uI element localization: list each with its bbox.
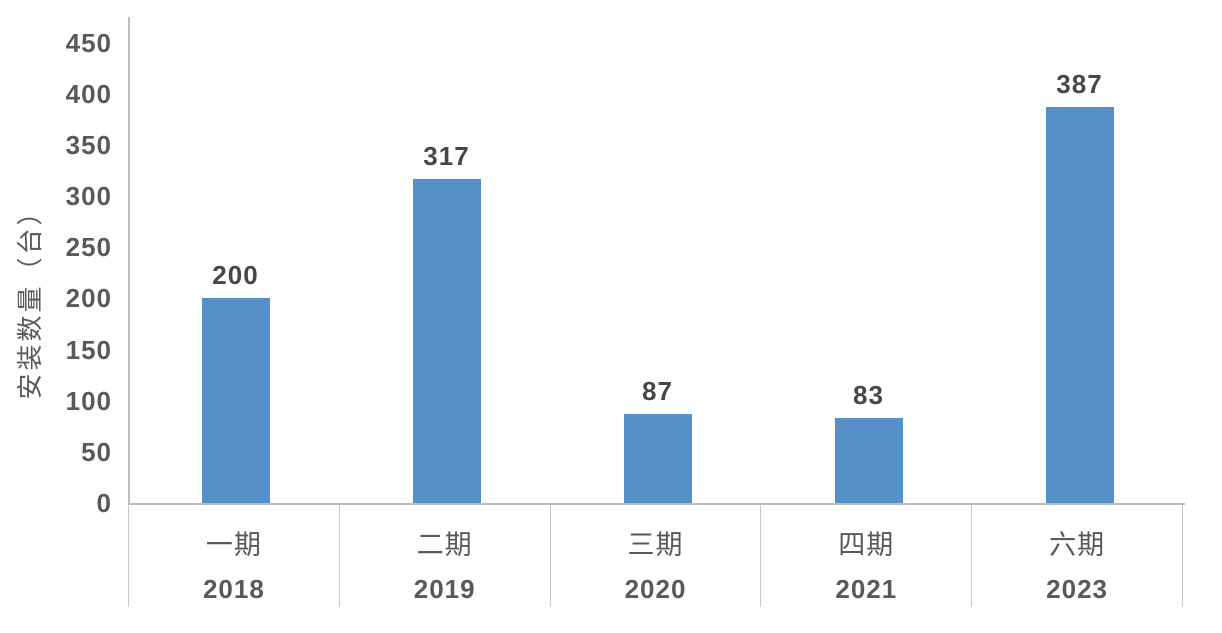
y-tick-label: 300 [65, 181, 112, 212]
bar-value-label: 83 [853, 380, 884, 410]
category-label: 四期 [838, 530, 895, 560]
y-tick-label: 150 [65, 334, 112, 365]
y-tick-label: 0 [96, 488, 112, 518]
y-tick-label: 100 [65, 385, 112, 416]
bar [834, 418, 903, 503]
category-year-label: 2021 [835, 574, 898, 604]
x-axis-band: 一期 2018 二期 2019 三期 2020 四期 2021 六期 2023 [128, 505, 1183, 607]
category-label: 三期 [627, 530, 684, 560]
y-tick-label: 400 [65, 78, 112, 109]
y-tick-label: 200 [65, 283, 112, 314]
category-label: 二期 [416, 530, 473, 560]
plot-area: 200 317 87 83 387 [128, 17, 1185, 505]
category-label: 一期 [205, 530, 262, 560]
category-label: 六期 [1049, 530, 1106, 560]
category-year-label: 2020 [624, 574, 687, 604]
y-tick-label: 450 [65, 27, 112, 58]
category-cell: 六期 2023 [971, 505, 1183, 607]
category-year-label: 2019 [413, 574, 476, 604]
y-axis-ticks: 0 50 100 150 200 250 300 350 400 450 [0, 17, 112, 517]
bar-value-label: 387 [1056, 69, 1103, 99]
bar [412, 179, 481, 503]
bar-value-label: 317 [423, 141, 470, 171]
bar-value-label: 87 [642, 376, 673, 406]
category-cell: 四期 2021 [760, 505, 971, 607]
bar [201, 298, 270, 503]
category-cell: 三期 2020 [549, 505, 761, 607]
category-cell: 一期 2018 [128, 505, 339, 607]
bar [623, 414, 692, 503]
y-tick-label: 50 [81, 436, 112, 467]
category-year-label: 2023 [1046, 574, 1108, 604]
bar [1045, 107, 1114, 503]
y-tick-label: 250 [65, 232, 112, 263]
category-cell: 二期 2019 [338, 505, 550, 607]
y-tick-label: 350 [65, 129, 112, 160]
category-year-label: 2018 [202, 574, 265, 604]
bar-value-label: 200 [212, 260, 259, 290]
